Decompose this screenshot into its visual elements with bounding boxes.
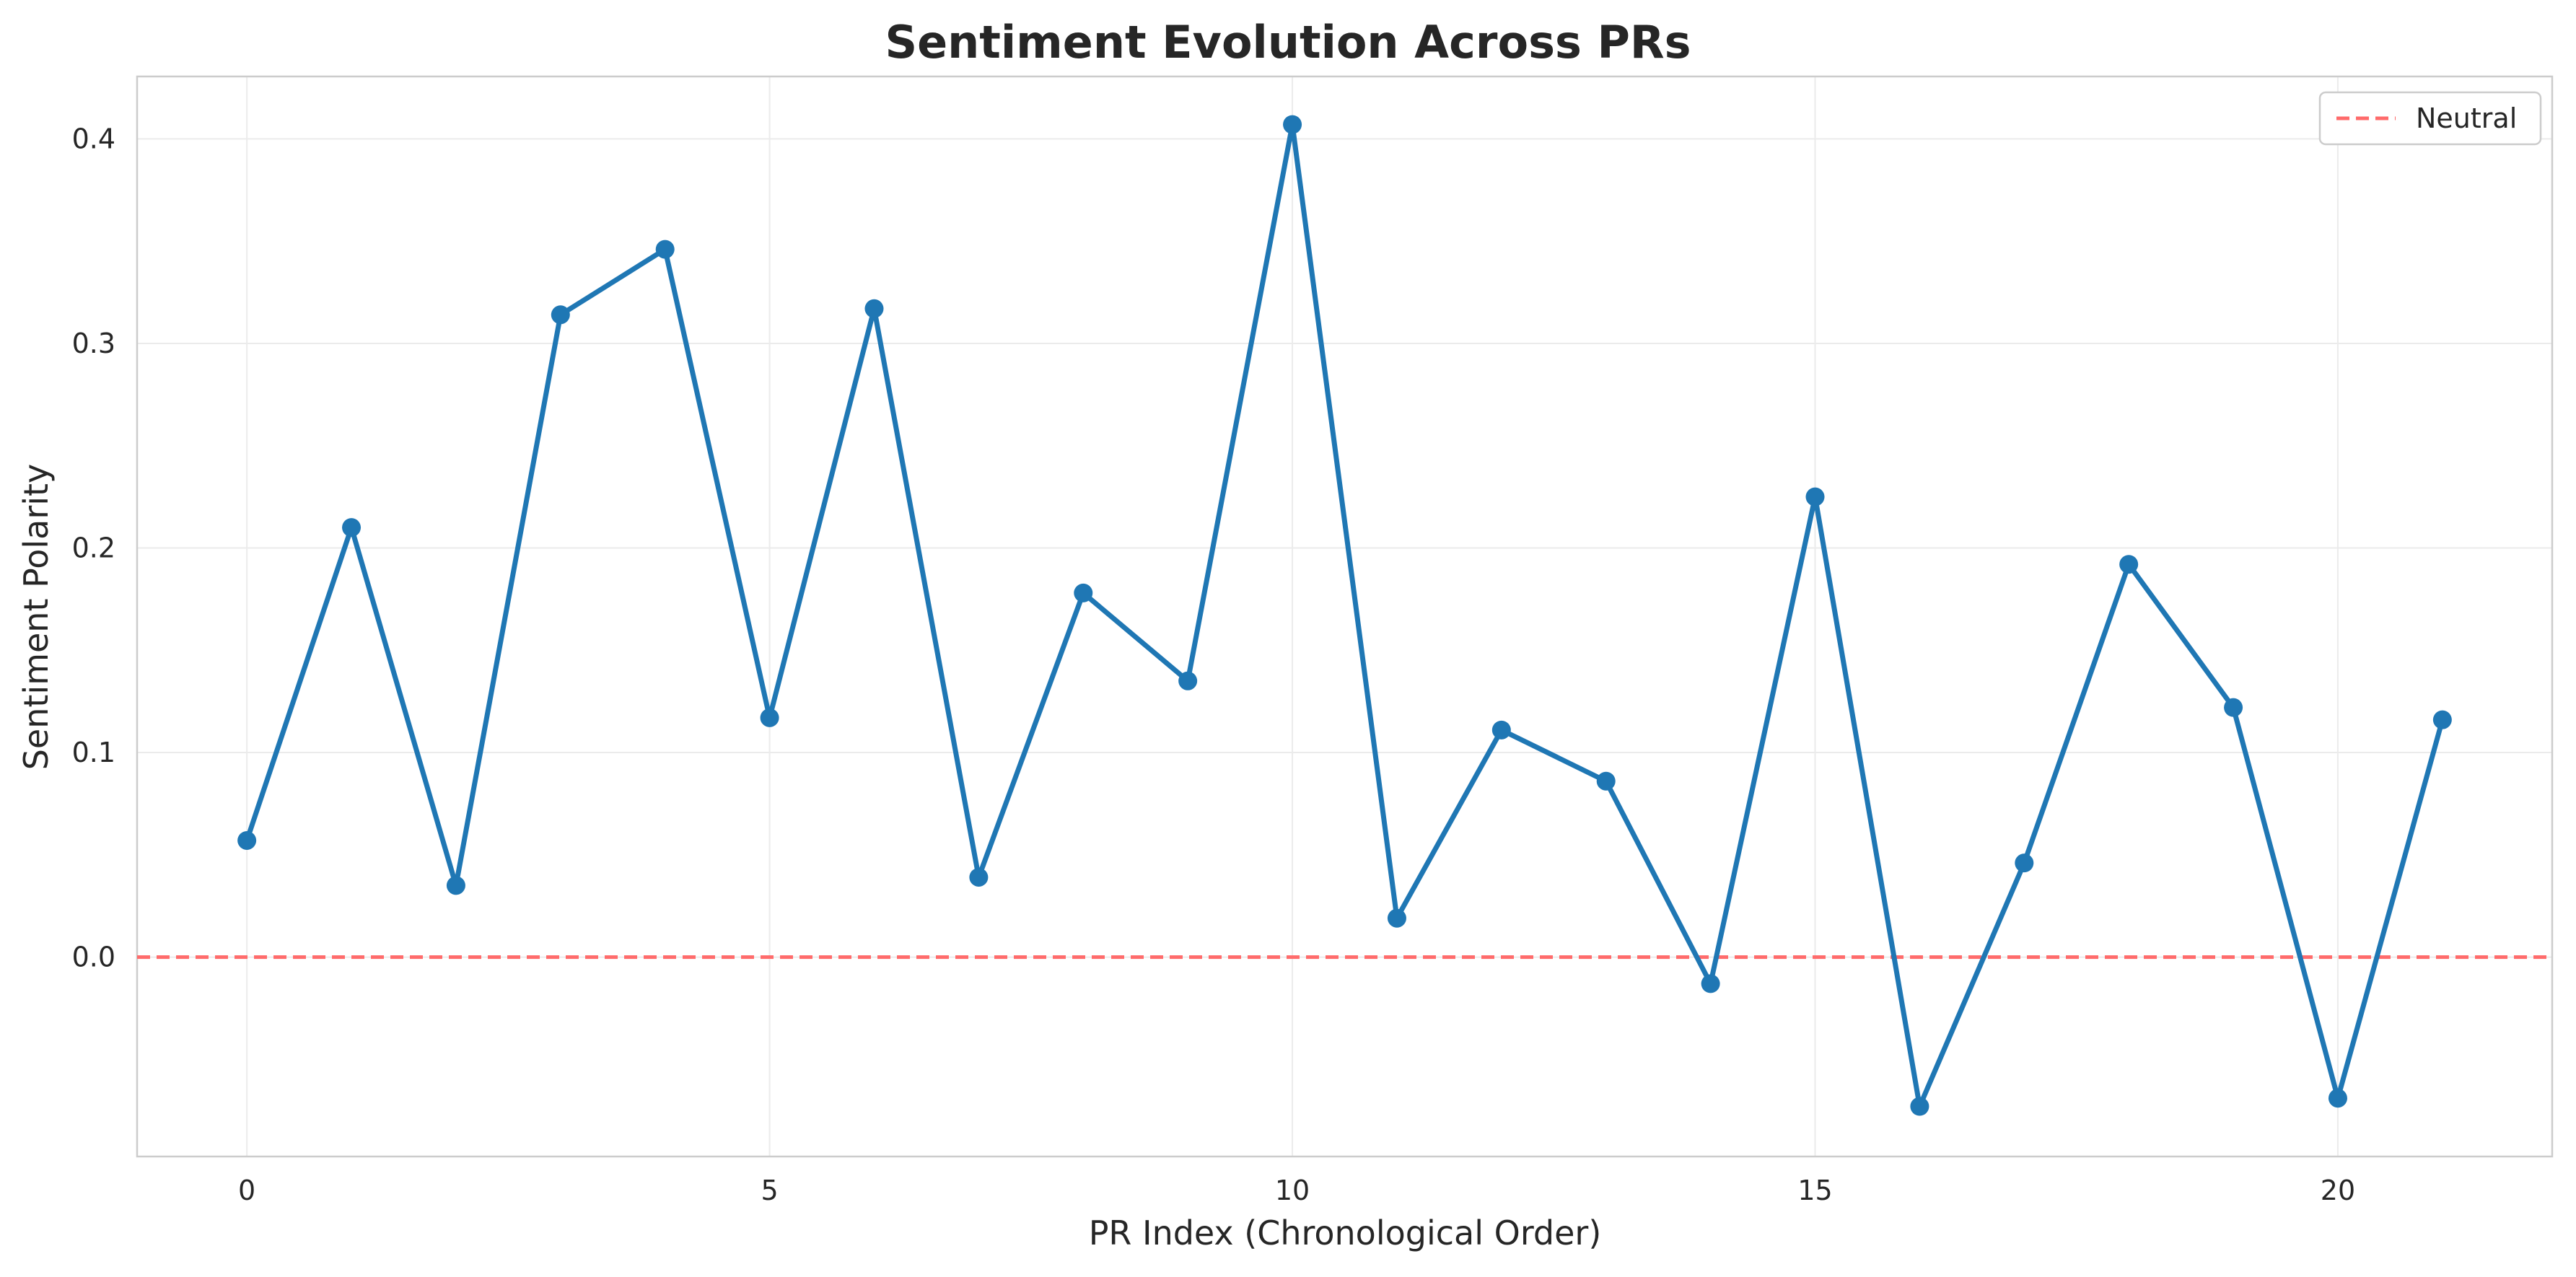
data-point-0 bbox=[237, 830, 257, 850]
data-point-21 bbox=[2432, 710, 2452, 729]
x-tick-label-4: 20 bbox=[2321, 1175, 2355, 1206]
y-tick-label-0: 0.0 bbox=[72, 942, 115, 973]
chart-title: Sentiment Evolution Across PRs bbox=[885, 16, 1691, 69]
data-point-12 bbox=[1491, 720, 1511, 740]
data-point-5 bbox=[760, 708, 779, 727]
y-tick-label-2: 0.2 bbox=[72, 532, 115, 564]
x-tick-label-3: 15 bbox=[1797, 1175, 1832, 1206]
plot-frame bbox=[136, 75, 2554, 1158]
series-layer bbox=[237, 115, 2452, 1116]
data-point-10 bbox=[1283, 115, 1302, 134]
x-tick-label-0: 0 bbox=[238, 1175, 255, 1206]
data-point-11 bbox=[1387, 908, 1406, 928]
data-point-18 bbox=[2119, 555, 2139, 574]
series-line-0 bbox=[244, 122, 2445, 1110]
legend: Neutral bbox=[2318, 91, 2542, 146]
data-point-4 bbox=[655, 240, 675, 259]
data-point-20 bbox=[2328, 1089, 2347, 1108]
data-point-6 bbox=[864, 299, 884, 318]
y-tick-label-3: 0.3 bbox=[72, 328, 115, 359]
data-point-8 bbox=[1074, 583, 1093, 602]
data-point-17 bbox=[2015, 853, 2034, 873]
data-point-2 bbox=[446, 876, 465, 895]
data-point-13 bbox=[1596, 771, 1616, 791]
x-tick-label-1: 5 bbox=[761, 1175, 779, 1206]
x-tick-label-2: 10 bbox=[1275, 1175, 1310, 1206]
data-point-1 bbox=[342, 518, 362, 537]
legend-neutral-label: Neutral bbox=[2416, 102, 2517, 134]
x-axis-label: PR Index (Chronological Order) bbox=[1089, 1214, 1602, 1252]
data-point-3 bbox=[551, 305, 570, 325]
axes-layer bbox=[136, 75, 2554, 1158]
data-point-19 bbox=[2224, 698, 2243, 717]
y-axis-label: Sentiment Polarity bbox=[17, 464, 56, 771]
grid-layer bbox=[137, 76, 2552, 1157]
legend-box bbox=[2318, 91, 2542, 146]
data-point-14 bbox=[1701, 974, 1720, 993]
data-point-9 bbox=[1178, 671, 1198, 690]
ticks-layer: 0 5 10 15 20 0.0 0.1 0.2 0.3 0.4 bbox=[72, 123, 2356, 1206]
y-tick-label-1: 0.1 bbox=[72, 737, 115, 768]
y-tick-label-4: 0.4 bbox=[72, 123, 115, 154]
data-point-15 bbox=[1805, 487, 1825, 506]
data-point-7 bbox=[969, 867, 989, 887]
data-point-16 bbox=[1910, 1097, 1929, 1116]
